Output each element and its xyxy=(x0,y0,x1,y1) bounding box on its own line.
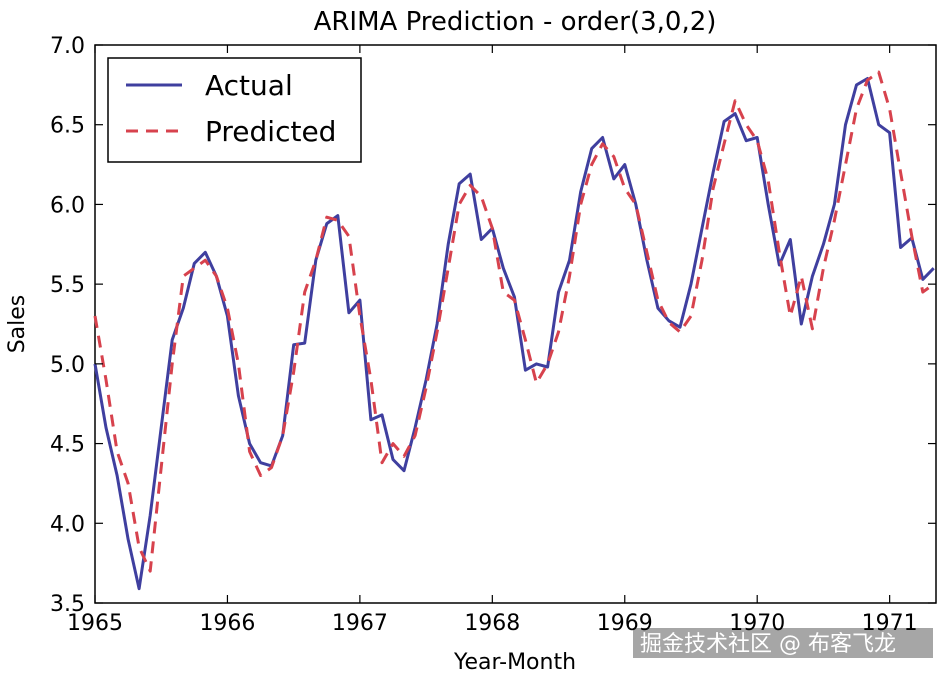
series-line-actual xyxy=(93,77,935,591)
series-layer xyxy=(93,70,935,591)
ticks-layer: 1965 1966 1967 1968 1969 1970 1971 3.5 4.0 4.5 5.0… xyxy=(50,34,936,636)
y-tick-label: 4.0 xyxy=(50,512,85,537)
x-tick-label: 1967 xyxy=(332,611,388,636)
x-tick-label: 1971 xyxy=(862,611,918,636)
y-tick-label: 4.5 xyxy=(50,433,85,458)
y-tick-label: 5.5 xyxy=(50,273,85,298)
watermark-backdrop xyxy=(633,628,933,658)
y-tick-label: 5.0 xyxy=(50,353,85,378)
x-tick-label: 1966 xyxy=(199,611,255,636)
y-tick-label: 7.0 xyxy=(50,34,85,59)
y-tick-label: 6.0 xyxy=(50,193,85,218)
y-tick-label: 3.5 xyxy=(50,592,85,617)
chart-title: ARIMA Prediction - order(3,0,2) xyxy=(314,7,717,37)
y-axis-label: Sales xyxy=(5,295,30,354)
series-line-predicted xyxy=(93,70,935,573)
x-tick-label: 1970 xyxy=(729,611,785,636)
x-tick-label: 1968 xyxy=(464,611,520,636)
legend-predicted-label: Predicted xyxy=(205,115,336,148)
legend-box xyxy=(107,57,362,163)
watermark: 掘金技术社区 @ 布客飞龙 xyxy=(633,628,933,658)
legend-actual-label: Actual xyxy=(205,69,293,102)
x-axis-label: Year-Month xyxy=(453,650,576,675)
x-tick-label: 1969 xyxy=(597,611,653,636)
legend: Actual Predicted xyxy=(107,57,362,163)
y-tick-label: 6.5 xyxy=(50,114,85,139)
x-tick-label: 1965 xyxy=(67,611,123,636)
watermark-text: 掘金技术社区 @ 布客飞龙 xyxy=(640,632,896,657)
